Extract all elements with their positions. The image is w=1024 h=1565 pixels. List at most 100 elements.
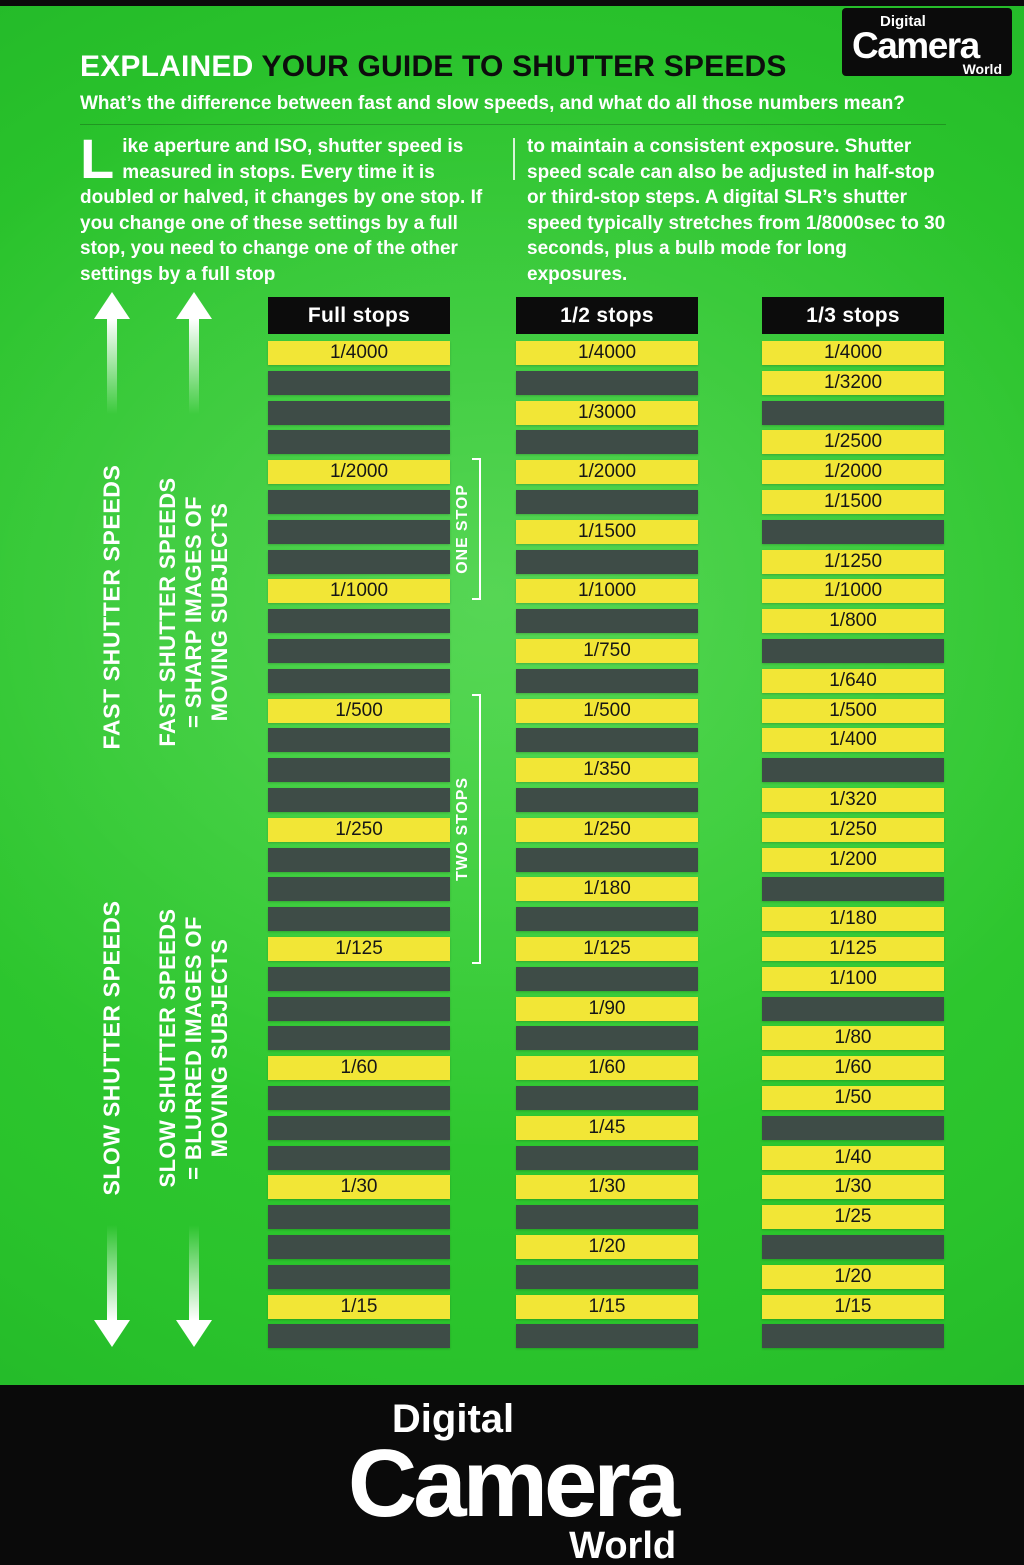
spacer-row — [268, 1205, 450, 1230]
half-stops-column: 1/2 stops 1/4000 1/3000 1/2000 1/1500 1/1000… — [516, 297, 698, 1354]
spacer-row — [516, 1145, 698, 1170]
spacer-row — [268, 400, 450, 425]
speed-value-row: 1/3000 — [516, 400, 698, 425]
speed-value-row: 1/15 — [762, 1294, 944, 1319]
speed-value-row: 1/500 — [268, 698, 450, 723]
spacer-row — [268, 966, 450, 991]
spacer-row — [268, 877, 450, 902]
speed-value-row: 1/1250 — [762, 549, 944, 574]
spacer-row — [516, 1264, 698, 1289]
dcw-logo-camera: Camera — [852, 25, 980, 66]
speed-value-row: 1/350 — [516, 758, 698, 783]
speed-value-row: 1/1500 — [516, 519, 698, 544]
speed-value-row: 1/20 — [762, 1264, 944, 1289]
spacer-row — [516, 907, 698, 932]
speed-value-row: 1/30 — [516, 1175, 698, 1200]
slow-desc-line1: SLOW SHUTTER SPEEDS — [155, 908, 180, 1188]
footer-logo-digital: Digital — [391, 1397, 515, 1441]
speed-value-row: 1/500 — [516, 698, 698, 723]
speed-value-row: 1/125 — [516, 936, 698, 961]
spacer-row — [516, 1324, 698, 1349]
footer-dcw-logo: Digital Camera World — [347, 1397, 680, 1565]
speed-value-row: 1/250 — [268, 817, 450, 842]
dropcap-L: L — [80, 127, 115, 190]
speed-value-row: 1/2000 — [516, 460, 698, 485]
speed-value-row: 1/15 — [268, 1294, 450, 1319]
spacer-row — [268, 519, 450, 544]
title-guide: YOUR GUIDE TO SHUTTER SPEEDS — [253, 50, 787, 83]
arrow-stem — [107, 1225, 117, 1320]
spacer-row — [268, 1264, 450, 1289]
spacer-row — [516, 430, 698, 455]
speed-value-row: 1/4000 — [268, 341, 450, 365]
speed-value-row: 1/500 — [762, 698, 944, 723]
speed-value-row: 1/80 — [762, 1026, 944, 1051]
intro-column-divider — [513, 138, 515, 180]
spacer-row — [268, 609, 450, 634]
half-stops-rows: 1/4000 1/3000 1/2000 1/1500 1/1000 1/750 1/500… — [516, 341, 698, 1349]
spacer-row — [268, 489, 450, 514]
slow-down-arrow-2 — [176, 1225, 212, 1347]
speed-value-row: 1/800 — [762, 609, 944, 634]
spacer-row — [762, 1324, 944, 1349]
spacer-row — [516, 728, 698, 753]
spacer-row — [268, 907, 450, 932]
speed-value-row: 1/1000 — [516, 579, 698, 604]
spacer-row — [268, 638, 450, 663]
third-stops-column: 1/3 stops 1/4000 1/3200 1/2500 1/2000 1/1500… — [762, 297, 944, 1354]
spacer-row — [268, 1115, 450, 1140]
speed-value-row: 1/45 — [516, 1115, 698, 1140]
footer-logo-camera: Camera — [347, 1430, 680, 1537]
one-stop-label: ONE STOP — [454, 484, 471, 574]
header-divider — [80, 124, 946, 125]
speed-value-row: 1/30 — [268, 1175, 450, 1200]
speed-value-row: 1/50 — [762, 1085, 944, 1110]
intro-text-left: ike aperture and ISO, shutter speed is m… — [80, 136, 483, 285]
footer-bar: Digital Camera World — [0, 1385, 1024, 1565]
third-stops-rows: 1/4000 1/3200 1/2500 1/2000 1/1500 1/1250 1/10… — [762, 341, 944, 1349]
spacer-row — [268, 549, 450, 574]
up-arrow-icon — [176, 292, 212, 319]
one-stop-bracket — [472, 458, 481, 600]
spacer-row — [268, 430, 450, 455]
fast-shutter-speeds-label: FAST SHUTTER SPEEDS — [98, 464, 125, 750]
page-subtitle: What’s the difference between fast and s… — [80, 93, 905, 114]
full-stops-rows: 1/4000 1/2000 1/1000 1/500 1/250 1/125 1/60 1/3… — [268, 341, 450, 1349]
spacer-row — [268, 996, 450, 1021]
column-header-half-stops: 1/2 stops — [516, 297, 698, 334]
speed-value-row: 1/25 — [762, 1205, 944, 1230]
speed-value-row: 1/20 — [516, 1234, 698, 1259]
speed-value-row: 1/90 — [516, 996, 698, 1021]
speed-value-row: 1/4000 — [516, 341, 698, 365]
dcw-logo-digital: Digital — [880, 13, 926, 30]
fast-desc-line2: = SHARP IMAGES OF — [181, 496, 206, 728]
spacer-row — [516, 549, 698, 574]
dcw-logo-world: World — [962, 61, 1002, 78]
dcw-logo-badge: Digital Camera World — [842, 8, 1012, 76]
intro-paragraph-right: to maintain a consistent exposure. Shutt… — [527, 136, 946, 285]
speed-value-row: 1/750 — [516, 638, 698, 663]
speed-value-row: 1/40 — [762, 1145, 944, 1170]
spacer-row — [516, 847, 698, 872]
spacer-row — [762, 758, 944, 783]
speed-value-row: 1/1500 — [762, 489, 944, 514]
spacer-row — [516, 1205, 698, 1230]
fast-desc-line1: FAST SHUTTER SPEEDS — [155, 477, 180, 747]
two-stops-bracket — [472, 694, 481, 964]
speed-value-row: 1/250 — [516, 817, 698, 842]
spacer-row — [516, 966, 698, 991]
speed-value-row: 1/1000 — [762, 579, 944, 604]
spacer-row — [268, 787, 450, 812]
slow-desc-line2: = BLURRED IMAGES OF — [181, 916, 206, 1180]
speed-value-row: 1/100 — [762, 966, 944, 991]
speed-value-row: 1/3200 — [762, 370, 944, 395]
speed-value-row: 1/640 — [762, 668, 944, 693]
spacer-row — [268, 1145, 450, 1170]
spacer-row — [268, 668, 450, 693]
speed-value-row: 1/125 — [762, 936, 944, 961]
column-header-third-stops: 1/3 stops — [762, 297, 944, 334]
spacer-row — [762, 1234, 944, 1259]
spacer-row — [516, 370, 698, 395]
